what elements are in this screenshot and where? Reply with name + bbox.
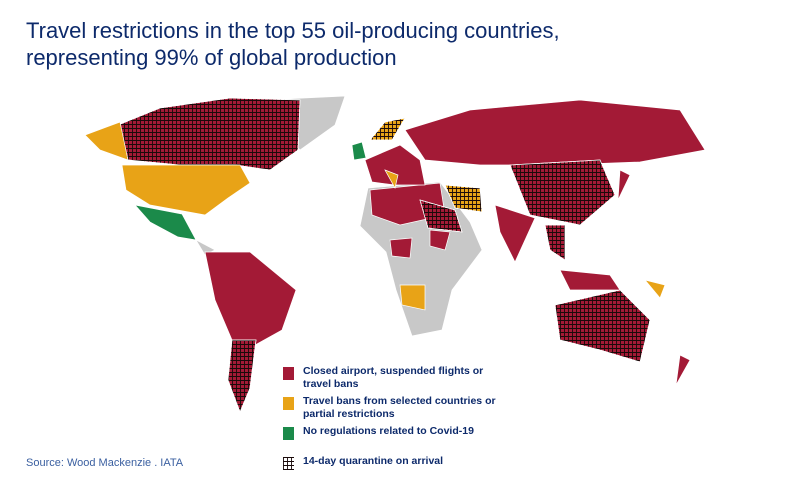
indonesia (559, 269, 621, 291)
legend-label-2: travel bans (303, 378, 359, 390)
legend-label: 14-day quarantine on arrival (303, 455, 444, 467)
green-square-icon (283, 427, 294, 440)
europe (364, 144, 426, 186)
southeast-asia (544, 224, 566, 261)
yellow-square-icon (283, 397, 294, 410)
argentina (227, 339, 257, 413)
papua-new-guinea (644, 279, 666, 299)
nigeria (389, 237, 413, 259)
red-square-icon (283, 367, 294, 380)
legend-label: No regulations related to Covid-19 (303, 425, 474, 437)
source-note: Source: Wood Mackenzie . IATA (26, 457, 184, 469)
south-america (204, 251, 297, 346)
uk (351, 141, 367, 161)
china (509, 159, 616, 226)
title-line-2: representing 99% of global production (26, 45, 397, 70)
russia (404, 99, 706, 166)
saudi-arabia (419, 199, 463, 233)
page-title: Travel restrictions in the top 55 oil-pr… (26, 17, 560, 71)
legend-label-2: partial restrictions (303, 408, 395, 420)
alaska (84, 121, 129, 161)
usa (121, 164, 251, 216)
angola (399, 284, 426, 311)
norway (369, 117, 406, 141)
mexico (134, 204, 197, 241)
title-line-1: Travel restrictions in the top 55 oil-pr… (26, 18, 560, 43)
australia (554, 289, 651, 363)
new-zealand (675, 354, 691, 386)
italy (384, 169, 399, 189)
india (494, 204, 536, 263)
legend-label: Closed airport, suspended flights or (303, 365, 484, 377)
canada (117, 97, 301, 171)
iran (444, 184, 483, 213)
japan (617, 169, 631, 201)
hatch-pattern-icon (283, 457, 294, 470)
legend-label: Travel bans from selected countries or (303, 395, 496, 407)
south-sudan (429, 229, 451, 251)
